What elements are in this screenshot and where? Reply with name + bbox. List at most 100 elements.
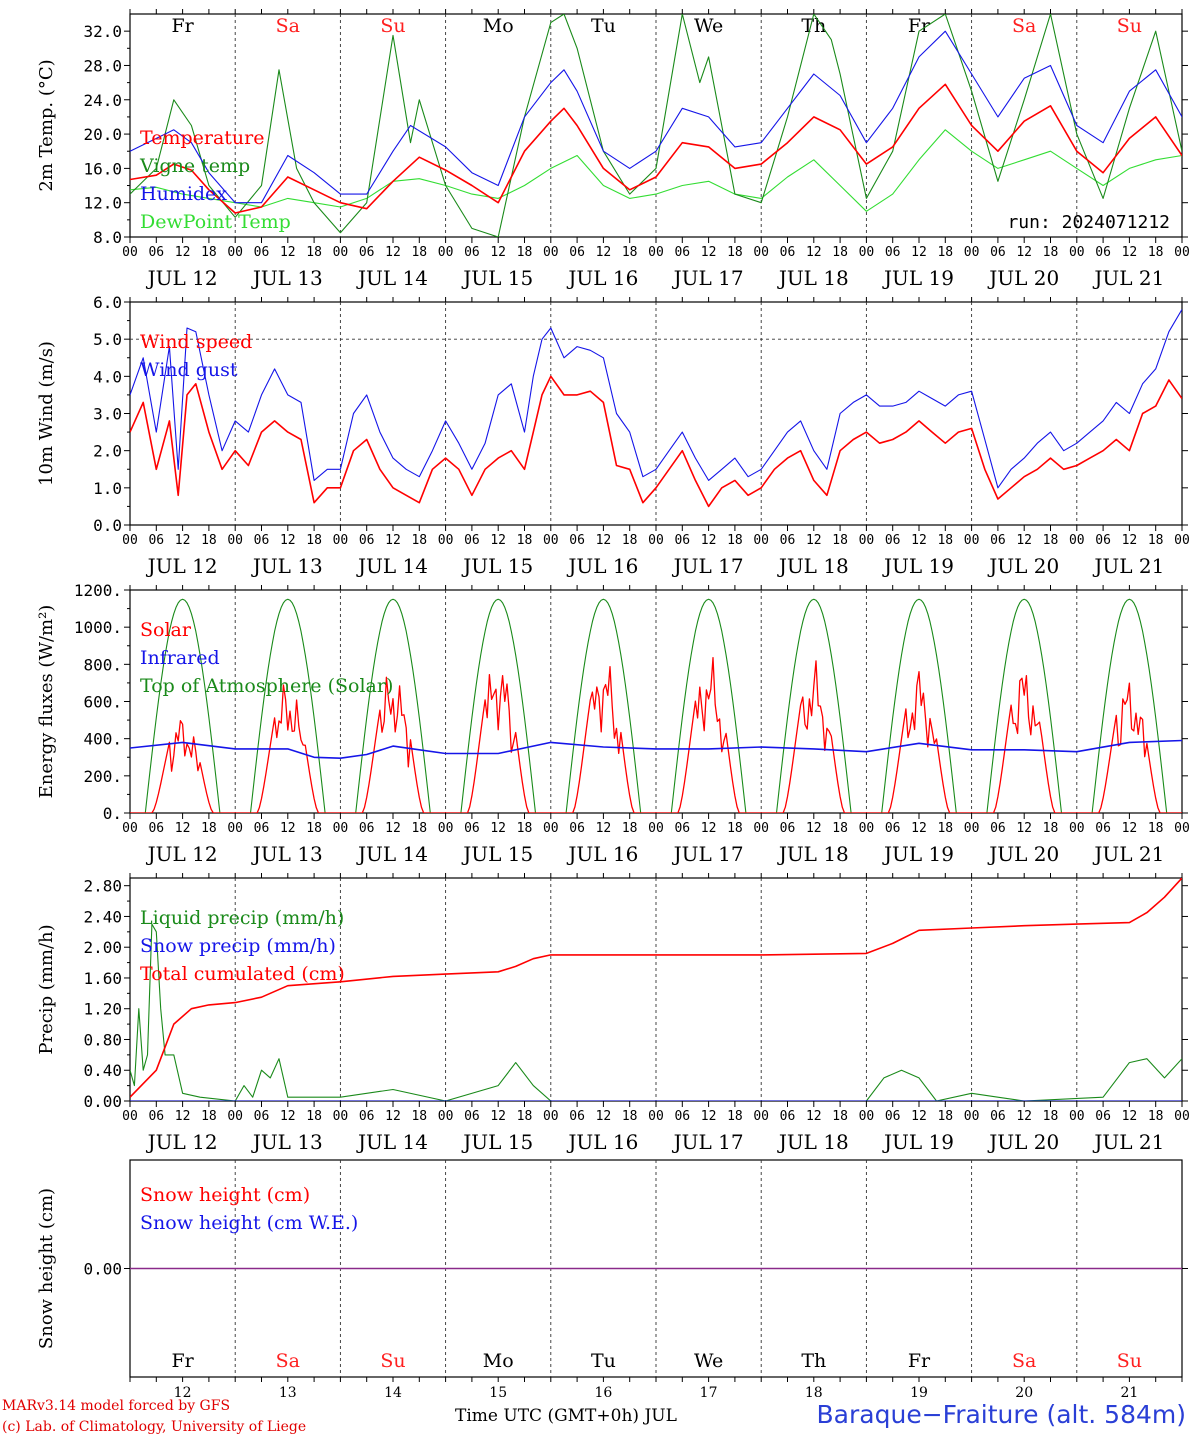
series-line-a (130, 375, 1182, 508)
series-group (130, 14, 1182, 237)
x-hour-label: 18 (201, 1109, 217, 1124)
x-hour-label: 12 (1122, 533, 1138, 548)
y-tick-label: 600. (83, 693, 122, 712)
day-abbr-label: Tu (591, 1350, 616, 1372)
x-hour-label: 00 (543, 533, 559, 548)
x-hour-label: 18 (1043, 1109, 1059, 1124)
x-hour-label: 18 (727, 245, 743, 260)
x-hour-label: 00 (438, 245, 454, 260)
legend-label: DewPoint Temp (140, 211, 291, 233)
x-date-label: JUL 12 (146, 266, 218, 290)
x-hour-label: 18 (622, 533, 638, 548)
x-hour-label: 18 (622, 821, 638, 836)
x-hour-label: 06 (1095, 821, 1111, 836)
x-hour-label: 06 (1095, 245, 1111, 260)
x-hour-label: 18 (832, 533, 848, 548)
x-hour-label: 12 (280, 533, 296, 548)
x-hour-label: 12 (701, 245, 717, 260)
x-hour-label: 06 (780, 245, 796, 260)
x-hour-label: 06 (569, 821, 585, 836)
x-hour-label: 18 (201, 245, 217, 260)
x-hour-label: 00 (333, 821, 349, 836)
panel-frame (129, 589, 1183, 814)
x-hour-label: 00 (964, 821, 980, 836)
series-line-d (130, 129, 1182, 212)
y-tick-label: 2.00 (83, 938, 122, 957)
x-date-label: JUL 19 (882, 554, 954, 578)
y-tick-label: 3.0 (93, 405, 122, 424)
x-hour-label: 06 (464, 821, 480, 836)
y-tick-label: 200. (83, 767, 122, 786)
x-hour-label: 12 (596, 1109, 612, 1124)
x-hour-label: 06 (359, 245, 375, 260)
y-tick-label: 1.60 (83, 969, 122, 988)
x-hour-label: 06 (254, 1109, 270, 1124)
y-tick-label: 32.0 (83, 22, 122, 41)
y-tick-label: 4.0 (93, 367, 122, 386)
x-hour-label: 12 (280, 1109, 296, 1124)
day-abbr-label: We (694, 15, 723, 37)
x-hour-label: 12 (1122, 1109, 1138, 1124)
x-date-label: JUL 13 (251, 1130, 323, 1154)
x-date-label: JUL 15 (461, 842, 533, 866)
legend-label: Top of Atmosphere (Solar) (140, 675, 393, 697)
x-hour-label: 06 (780, 821, 796, 836)
legend-label: Liquid precip (mm/h) (140, 907, 344, 929)
x-hour-label: 18 (727, 533, 743, 548)
x-hour-label: 06 (885, 821, 901, 836)
x-day-number: 21 (1120, 1385, 1138, 1401)
x-date-label: JUL 19 (882, 266, 954, 290)
y-tick-label: 2.80 (83, 877, 122, 896)
x-hour-label: 12 (490, 1109, 506, 1124)
x-hour-label: 00 (964, 245, 980, 260)
x-date-label: JUL 18 (777, 1130, 849, 1154)
x-hour-label: 06 (569, 1109, 585, 1124)
x-hour-label: 12 (280, 821, 296, 836)
x-hour-label: 12 (806, 1109, 822, 1124)
x-day-number: 13 (279, 1385, 297, 1401)
x-hour-label: 06 (359, 533, 375, 548)
day-abbr-label: Mo (483, 1350, 514, 1372)
x-hour-label: 00 (753, 1109, 769, 1124)
x-hour-label: 00 (964, 533, 980, 548)
x-hour-label: 00 (438, 821, 454, 836)
series-line-solar (130, 657, 1182, 813)
y-tick-label: 24.0 (83, 91, 122, 110)
x-hour-label: 00 (964, 1109, 980, 1124)
x-hour-label: 00 (122, 821, 138, 836)
x-day-number: 19 (910, 1385, 928, 1401)
y-tick-label: 0.00 (83, 1092, 122, 1111)
legend-label: Wind gust (140, 359, 238, 381)
y-tick-label: 16.0 (83, 159, 122, 178)
x-hour-label: 06 (674, 1109, 690, 1124)
x-hour-label: 06 (990, 1109, 1006, 1124)
x-date-label: JUL 15 (461, 266, 533, 290)
x-hour-label: 06 (254, 821, 270, 836)
x-date-label: JUL 17 (672, 266, 744, 290)
x-hour-label: 06 (780, 533, 796, 548)
x-hour-label: 18 (201, 533, 217, 548)
legend-label: Snow precip (mm/h) (140, 935, 336, 957)
x-hour-label: 18 (1043, 533, 1059, 548)
x-hour-label: 18 (937, 533, 953, 548)
x-hour-label: 00 (333, 1109, 349, 1124)
day-abbr-label: Sa (276, 1350, 300, 1372)
x-hour-label: 18 (306, 821, 322, 836)
x-date-label: JUL 20 (987, 842, 1059, 866)
x-hour-label: 18 (937, 821, 953, 836)
x-hour-label: 00 (1069, 821, 1085, 836)
day-abbr-label: Sa (1012, 1350, 1036, 1372)
x-hour-label: 12 (911, 821, 927, 836)
x-hour-label: 12 (806, 245, 822, 260)
x-hour-label: 12 (911, 245, 927, 260)
x-hour-label: 00 (753, 245, 769, 260)
y-tick-label: 0.40 (83, 1061, 122, 1080)
x-date-label: JUL 20 (987, 554, 1059, 578)
x-hour-label: 06 (674, 245, 690, 260)
x-hour-label: 00 (859, 1109, 875, 1124)
x-hour-label: 00 (648, 245, 664, 260)
x-hour-label: 06 (1095, 533, 1111, 548)
x-date-label: JUL 21 (1092, 266, 1164, 290)
x-hour-label: 06 (569, 533, 585, 548)
x-date-label: JUL 17 (672, 1130, 744, 1154)
